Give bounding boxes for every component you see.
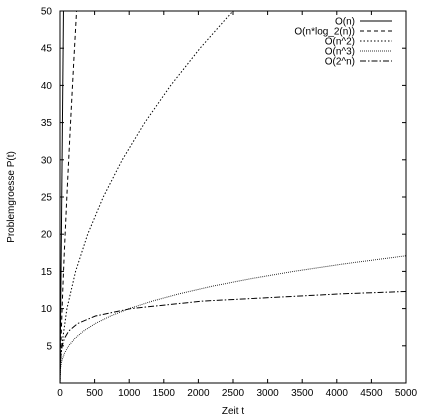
y-axis-label: Problemgroesse P(t) — [6, 151, 17, 243]
x-axis-label: Zeit t — [222, 406, 244, 417]
series-line-2 — [60, 11, 234, 383]
x-tick-label: 3500 — [291, 388, 314, 399]
y-tick-label: 50 — [41, 7, 53, 18]
y-tick-label: 40 — [41, 81, 53, 92]
legend-label: O(n*log_2(n)) — [294, 27, 355, 38]
x-tick-label: 2500 — [222, 388, 245, 399]
x-tick-label: 500 — [86, 388, 103, 399]
x-tick-label: 2000 — [187, 388, 210, 399]
x-tick-label: 3000 — [256, 388, 279, 399]
legend-label: O(2^n) — [325, 57, 355, 68]
y-tick-label: 15 — [41, 267, 53, 278]
legend-label: O(n^3) — [325, 47, 355, 58]
y-tick-label: 25 — [41, 193, 53, 204]
x-tick-label: 4000 — [326, 388, 349, 399]
x-tick-label: 4500 — [360, 388, 383, 399]
x-axis: 0 500 1000 1500 2000 2500 3000 3500 4000 4500 5000 — [57, 11, 418, 399]
series-line-3 — [60, 255, 406, 383]
series-line-0 — [60, 11, 64, 383]
series-line-1 — [60, 11, 78, 376]
legend: O(n)O(n*log_2(n))O(n^2)O(n^3)O(2^n) — [294, 17, 392, 68]
x-tick-label: 1000 — [118, 388, 141, 399]
x-tick-label: 5000 — [395, 388, 418, 399]
y-tick-label: 30 — [41, 155, 53, 166]
y-tick-label: 45 — [41, 44, 53, 55]
y-tick-label: 20 — [41, 230, 53, 241]
y-tick-label: 5 — [46, 341, 52, 352]
series-line-4 — [60, 290, 406, 383]
legend-label: O(n^2) — [325, 37, 355, 48]
y-tick-label: 10 — [41, 304, 53, 315]
x-tick-label: 1500 — [153, 388, 176, 399]
series-layer — [60, 11, 406, 383]
legend-label: O(n) — [335, 17, 355, 28]
x-tick-label: 0 — [57, 388, 63, 399]
y-tick-label: 35 — [41, 118, 53, 129]
